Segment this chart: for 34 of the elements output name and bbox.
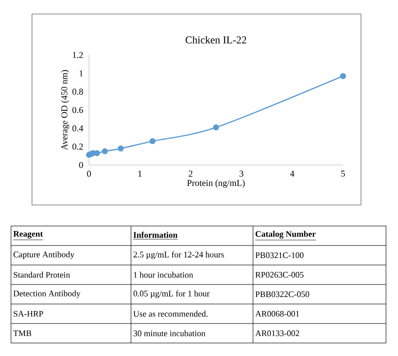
x-tick-label: 4 bbox=[290, 170, 294, 177]
text: Reagent bbox=[13, 231, 43, 238]
text: Use as recommended. bbox=[133, 310, 208, 317]
y-tick-label: 0.4 bbox=[72, 125, 84, 132]
y-tick-label: 1 bbox=[80, 70, 83, 76]
x-tick-label: 0 bbox=[87, 170, 91, 177]
text: PB0321C-100 bbox=[255, 252, 304, 258]
text: SA-HRP bbox=[14, 310, 44, 317]
text: 2.5 µg/mL for 12-24 hours bbox=[134, 251, 224, 260]
x-tick-label: 5 bbox=[341, 170, 345, 177]
x-tick-label: 3 bbox=[240, 170, 244, 177]
y-tick-label: 0.2 bbox=[72, 144, 83, 150]
text: Capture Antibody bbox=[14, 251, 74, 260]
text: AR0068-001 bbox=[255, 310, 300, 317]
y-tick-label: 1.2 bbox=[72, 52, 83, 58]
text: AR0133-002 bbox=[255, 330, 300, 336]
text: 30 minute incubation bbox=[134, 330, 206, 336]
text: TMB bbox=[13, 330, 32, 336]
text: Standard Protein bbox=[14, 272, 70, 278]
text: Detection Antibody bbox=[13, 290, 80, 298]
text: Information bbox=[133, 232, 178, 238]
text: 0.05 µg/mL for 1 hour bbox=[134, 290, 210, 298]
x-axis-title: Protein (ng/mL) bbox=[187, 180, 245, 188]
x-tick-label: 2 bbox=[188, 170, 192, 177]
y-tick-label: 0.6 bbox=[72, 106, 84, 114]
text: 1 hour incubation bbox=[134, 272, 194, 278]
x-tick-label: 1 bbox=[138, 170, 142, 177]
y-tick-label: 0 bbox=[79, 162, 83, 168]
chart-title: Chicken IL-22 bbox=[186, 36, 246, 44]
text: RP0263C-005 bbox=[255, 272, 304, 278]
y-tick-label: 0.8 bbox=[72, 88, 83, 95]
y-axis-title: Average OD (450 nm) bbox=[61, 70, 70, 150]
text: Catalog Number bbox=[256, 230, 316, 239]
text: PBB0322C-050 bbox=[255, 291, 310, 298]
